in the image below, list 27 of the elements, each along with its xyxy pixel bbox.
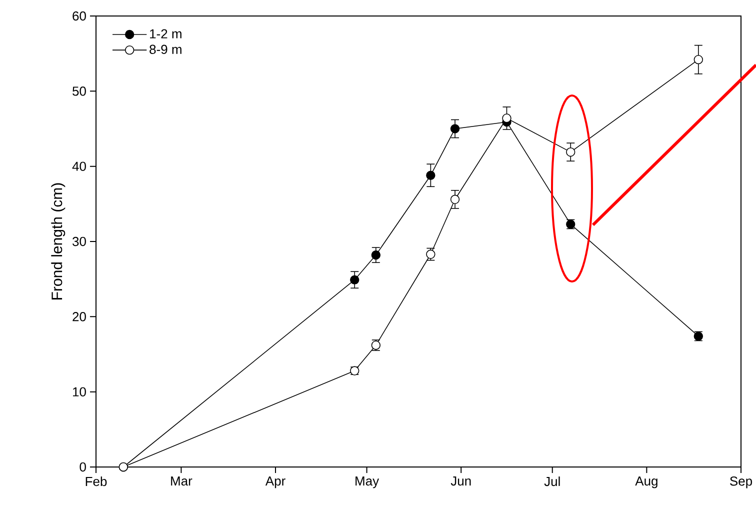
- y-tick-label: 40: [72, 162, 86, 171]
- legend-label: 8-9 m: [150, 44, 182, 54]
- point: [450, 194, 460, 204]
- x-tick-label: Mar: [171, 476, 192, 486]
- y-tick-label: 30: [72, 236, 86, 246]
- point: [450, 124, 460, 134]
- y-tick-label: 0: [80, 462, 86, 472]
- point: [350, 275, 360, 284]
- y-axis-title: Frond length (cm): [51, 183, 66, 300]
- y-tick-label: 50: [72, 86, 86, 96]
- x-tick-label: May: [356, 476, 380, 488]
- y-tick-label: 20: [72, 312, 86, 322]
- x-tick-label: Aug: [635, 476, 658, 488]
- x-tick-label: Sep: [730, 476, 752, 488]
- x-tick-label: Jun: [450, 476, 471, 486]
- y-tick-label: 60: [72, 11, 86, 21]
- point: [566, 147, 576, 157]
- x-tick-label: Feb: [86, 476, 107, 486]
- point: [694, 54, 703, 64]
- point: [502, 114, 512, 123]
- point: [371, 250, 381, 260]
- point: [426, 250, 436, 259]
- x-tick-label: Apr: [265, 476, 286, 488]
- x-tick-label: Jul: [544, 476, 560, 486]
- y-tick-label: 10: [73, 387, 86, 396]
- legend-label: 1-2 m: [150, 29, 182, 38]
- point: [426, 170, 436, 180]
